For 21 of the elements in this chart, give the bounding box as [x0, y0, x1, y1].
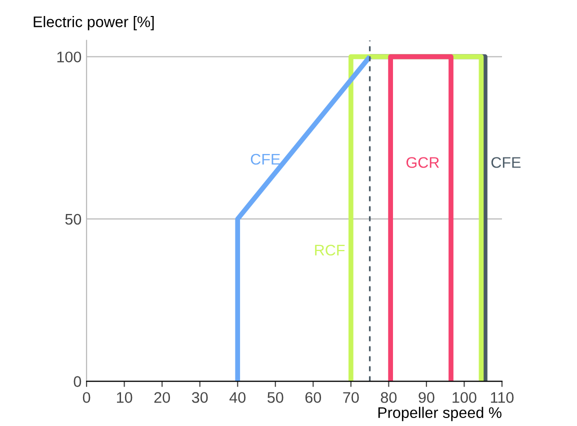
x-tick-label: 0 — [82, 392, 90, 403]
x-axis-title: Propeller speed % — [378, 406, 502, 422]
y-tick-label: 0 — [74, 376, 82, 387]
x-tick-label: 70 — [343, 392, 359, 403]
x-tick-label: 10 — [116, 392, 132, 403]
y-axis-title: Electric power [%] — [34, 16, 154, 30]
series-label: RCF — [315, 244, 345, 256]
series-label: CFE — [250, 154, 280, 165]
x-tick-label: 50 — [268, 392, 284, 403]
x-tick-label: 20 — [154, 392, 170, 403]
series-label: CFE — [491, 157, 521, 168]
series-label: GCR — [406, 157, 439, 168]
x-tick-label: 80 — [380, 392, 397, 403]
x-tick-label: 100 — [452, 392, 476, 403]
x-tick-label: 60 — [305, 392, 322, 403]
y-tick-label: 100 — [57, 52, 82, 62]
x-tick-label: 30 — [192, 392, 208, 403]
y-tick-label: 50 — [65, 214, 82, 225]
x-tick-label: 90 — [418, 392, 434, 403]
x-tick-label: 40 — [229, 392, 246, 403]
x-tick-label: 110 — [490, 392, 514, 403]
